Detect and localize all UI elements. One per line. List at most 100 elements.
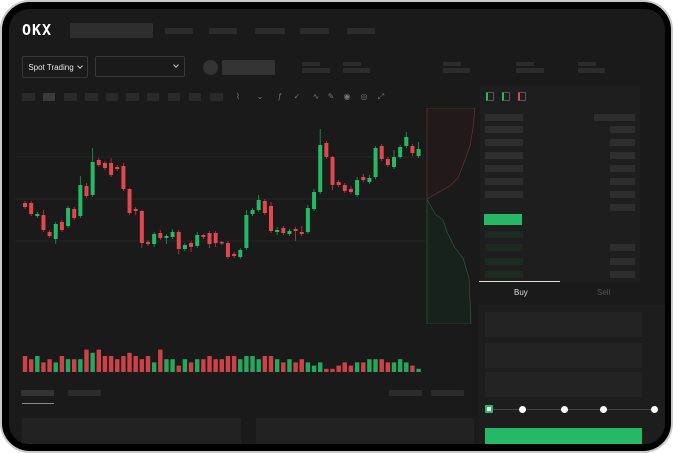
buy-button[interactable]: [485, 428, 642, 444]
bid-price[interactable]: [485, 258, 523, 265]
stat-label-2: [343, 62, 361, 66]
slider-step-25[interactable]: [519, 406, 526, 413]
indicator-icon[interactable]: ⌄: [256, 92, 264, 101]
bottom-tab-open-orders[interactable]: [21, 390, 54, 396]
camera-icon[interactable]: ◉: [343, 92, 351, 101]
ask-price[interactable]: [485, 139, 523, 146]
candle-body: [59, 222, 64, 230]
volume-bar: [318, 362, 323, 372]
volume-bar: [244, 356, 249, 372]
orderbook-asks-icon[interactable]: [518, 92, 526, 101]
bid-price[interactable]: [485, 271, 523, 278]
candle-body: [195, 235, 200, 246]
timeframe-8[interactable]: [168, 93, 180, 101]
candle-body: [23, 203, 27, 207]
timeframe-1[interactable]: [22, 93, 35, 101]
amount-slider[interactable]: [489, 409, 655, 410]
ask-amount[interactable]: [610, 165, 635, 172]
candle-body: [213, 233, 218, 243]
ask-price[interactable]: [485, 165, 523, 172]
timeframe-3[interactable]: [64, 93, 77, 101]
bottom-tab-history[interactable]: [68, 390, 101, 396]
volume-bar: [207, 356, 212, 372]
candle-body: [127, 189, 132, 213]
stat-label-3: [443, 62, 461, 66]
candlestick-chart[interactable]: [15, 109, 425, 374]
ask-amount[interactable]: [610, 178, 635, 185]
line-tool-icon[interactable]: ∿: [312, 92, 320, 101]
orderbook-both-icon[interactable]: [486, 92, 494, 101]
bid-amount[interactable]: [610, 258, 635, 265]
slider-handle[interactable]: [485, 405, 493, 413]
volume-bar: [78, 359, 83, 372]
candle-body: [262, 201, 267, 213]
buy-tab[interactable]: Buy: [514, 288, 528, 297]
orderbook-bids-icon[interactable]: [502, 92, 510, 101]
bid-price[interactable]: [485, 231, 523, 238]
volume-bar: [84, 349, 89, 372]
timeframe-5[interactable]: [106, 93, 118, 101]
ask-amount[interactable]: [610, 139, 635, 146]
okx-logo[interactable]: OKX: [22, 21, 53, 39]
timeframe-9[interactable]: [189, 93, 201, 101]
orderbook-header-price: [485, 114, 523, 121]
pair-name: [222, 60, 275, 75]
sell-tab[interactable]: Sell: [597, 288, 611, 297]
ask-price[interactable]: [485, 126, 523, 133]
bid-amount[interactable]: [610, 271, 635, 278]
volume-bar: [47, 359, 52, 372]
volume-bar: [35, 356, 40, 372]
slider-step-75[interactable]: [600, 406, 607, 413]
ask-price[interactable]: [485, 178, 523, 185]
timeframe-6[interactable]: [126, 93, 139, 101]
candle-body: [293, 229, 298, 231]
volume-bar: [299, 359, 304, 372]
timeframe-4[interactable]: [85, 93, 98, 101]
ask-amount[interactable]: [610, 191, 635, 198]
fx-icon[interactable]: ƒ: [277, 92, 283, 101]
bid-price[interactable]: [485, 244, 523, 251]
ask-amount[interactable]: [610, 204, 635, 211]
nav-item-5[interactable]: [347, 28, 375, 34]
volume-bar: [195, 359, 200, 372]
ask-price[interactable]: [485, 152, 523, 159]
stat-label-4: [516, 62, 534, 66]
slider-step-100[interactable]: [651, 406, 658, 413]
candle-body: [109, 163, 114, 175]
candle-body: [225, 243, 230, 257]
ask-amount[interactable]: [610, 126, 635, 133]
volume-bar: [139, 359, 145, 372]
chart-type-icon[interactable]: ⌇: [236, 92, 240, 101]
candle-body: [256, 200, 261, 210]
bottom-action-1[interactable]: [389, 390, 422, 396]
slider-step-50[interactable]: [561, 406, 568, 413]
candle-body: [250, 210, 255, 214]
pair-selector-dropdown[interactable]: [95, 56, 185, 77]
volume-bar: [145, 356, 151, 372]
timeframe-10[interactable]: [210, 93, 223, 101]
total-input[interactable]: [485, 372, 642, 397]
volume-bar: [324, 368, 329, 372]
pencil-icon[interactable]: ✎: [327, 92, 335, 101]
nav-item-1[interactable]: [165, 28, 193, 34]
nav-item-2[interactable]: [209, 28, 237, 34]
timeframe-2[interactable]: [43, 93, 55, 101]
settings-icon[interactable]: ◎: [360, 92, 368, 101]
search-bar[interactable]: [70, 23, 153, 38]
orders-panel-right: [256, 418, 474, 444]
spot-trading-dropdown[interactable]: Spot Trading: [22, 56, 88, 78]
nav-item-4[interactable]: [300, 28, 329, 34]
bid-amount[interactable]: [610, 244, 635, 251]
timeframe-7[interactable]: [147, 93, 159, 101]
volume-bar: [72, 359, 77, 372]
volume-bar: [96, 349, 101, 372]
volume-bar: [121, 356, 126, 372]
nav-item-3[interactable]: [255, 28, 285, 34]
amount-input[interactable]: [485, 343, 642, 368]
fullscreen-icon[interactable]: ⤢: [377, 92, 385, 101]
price-input[interactable]: [485, 312, 642, 337]
ask-price[interactable]: [485, 191, 523, 198]
bottom-action-2[interactable]: [431, 390, 464, 396]
check-icon[interactable]: ✓: [293, 92, 301, 101]
ask-amount[interactable]: [610, 152, 635, 159]
